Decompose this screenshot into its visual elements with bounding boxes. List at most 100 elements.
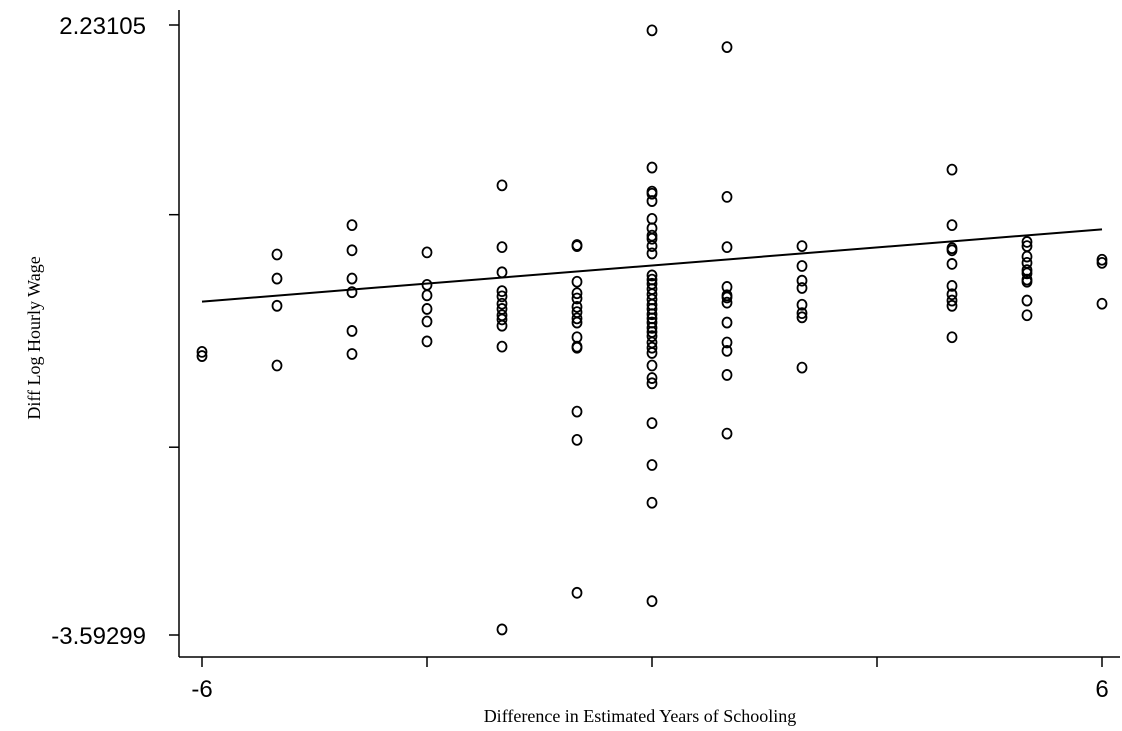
data-point	[496, 623, 508, 636]
data-point	[721, 241, 733, 254]
data-point	[646, 321, 658, 334]
data-point	[796, 298, 808, 311]
data-point	[571, 287, 583, 300]
data-point	[721, 41, 733, 54]
data-point	[646, 269, 658, 282]
data-point	[571, 405, 583, 418]
data-point	[1021, 294, 1033, 307]
data-point	[946, 219, 958, 232]
data-point	[1021, 236, 1033, 248]
data-point	[571, 312, 583, 325]
data-point	[496, 290, 508, 303]
data-point	[571, 292, 583, 305]
data-point	[421, 335, 433, 348]
data-point	[646, 372, 658, 384]
data-point	[1021, 275, 1033, 288]
data-point	[646, 595, 658, 608]
data-point	[346, 272, 358, 285]
data-point	[646, 240, 658, 253]
data-point	[346, 325, 358, 337]
data-point	[421, 315, 433, 328]
data-point	[646, 459, 658, 471]
data-point	[646, 308, 658, 321]
y-axis-title: Diff Log Hourly Wage	[24, 256, 44, 419]
x-tick-label: -6	[191, 676, 212, 703]
data-point	[796, 311, 808, 324]
axes	[169, 10, 1120, 667]
data-point	[196, 350, 208, 362]
data-point	[1021, 250, 1033, 263]
data-point	[946, 258, 958, 270]
data-point	[721, 316, 733, 329]
data-point	[571, 331, 583, 344]
data-point	[646, 359, 658, 372]
data-point	[646, 247, 658, 260]
data-point	[796, 282, 808, 294]
data-point	[796, 274, 808, 287]
data-point	[721, 369, 733, 381]
data-point	[496, 313, 508, 326]
tick-labels: 2.23105 -3.59299 -6 6	[51, 13, 1108, 703]
data-point	[571, 433, 583, 446]
data-point	[721, 296, 733, 309]
data-point	[571, 316, 583, 329]
data-point	[796, 260, 808, 272]
data-point	[796, 307, 808, 320]
data-point	[196, 345, 208, 358]
data-point	[946, 280, 958, 292]
data-point	[571, 341, 583, 354]
data-point	[646, 417, 658, 430]
data-point	[1096, 256, 1108, 269]
data-point	[721, 291, 733, 304]
data-point	[646, 187, 658, 200]
data-point	[271, 272, 283, 285]
data-point	[646, 212, 658, 225]
data-point	[496, 319, 508, 332]
data-point	[1096, 297, 1108, 310]
data-point	[571, 300, 583, 313]
data-point	[1021, 309, 1033, 322]
y-tick-label: -3.59299	[51, 623, 146, 650]
data-point	[421, 246, 433, 259]
data-point	[571, 586, 583, 599]
data-point	[946, 294, 958, 307]
data-point	[721, 190, 733, 203]
data-point	[271, 248, 283, 261]
data-point	[1021, 267, 1033, 280]
data-point	[721, 344, 733, 357]
fit-line-layer	[201, 228, 1103, 303]
data-point	[496, 285, 508, 298]
data-point	[646, 24, 658, 37]
data-point	[646, 341, 658, 354]
data-point	[796, 240, 808, 253]
data-point	[571, 275, 583, 288]
data-point	[346, 244, 358, 257]
data-point	[646, 330, 658, 343]
data-point	[346, 286, 358, 299]
data-point	[946, 244, 958, 257]
x-axis-title: Difference in Estimated Years of Schooli…	[484, 706, 797, 726]
data-point	[496, 241, 508, 254]
data-point	[496, 340, 508, 353]
data-point	[421, 278, 433, 291]
data-point	[646, 347, 658, 359]
data-point	[796, 361, 808, 374]
data-point	[646, 377, 658, 390]
data-point	[721, 336, 733, 349]
data-point	[571, 240, 583, 253]
data-point	[421, 303, 433, 315]
data-point	[271, 359, 283, 372]
data-point	[496, 297, 508, 310]
data-point	[946, 299, 958, 312]
data-point	[346, 219, 358, 232]
data-point	[496, 179, 508, 192]
data-point	[346, 348, 358, 360]
data-point	[646, 496, 658, 509]
data-point	[946, 163, 958, 176]
data-point	[946, 288, 958, 301]
data-point	[646, 161, 658, 174]
data-point	[271, 299, 283, 312]
data-point	[721, 427, 733, 440]
points-layer	[196, 24, 1108, 636]
